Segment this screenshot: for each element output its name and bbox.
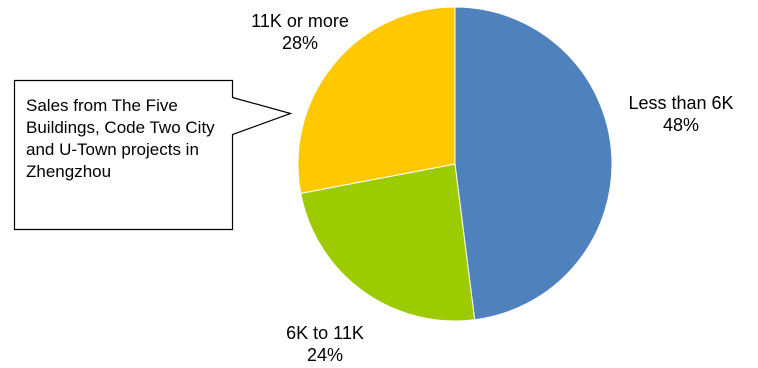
slice-label-less-than-6k: Less than 6K 48% bbox=[606, 92, 756, 136]
pie-slice-11k-or-more bbox=[297, 6, 456, 195]
slice-label-value: 48% bbox=[662, 115, 700, 135]
slice-label-6k-to-11k: 6K to 11K 24% bbox=[250, 322, 400, 366]
slice-label-value: 28% bbox=[281, 33, 319, 53]
slice-label-name: 11K or more bbox=[251, 11, 349, 31]
slice-label-name: 6K to 11K bbox=[286, 323, 364, 343]
pie-slice-6k-to-11k bbox=[300, 163, 476, 322]
slice-label-name: Less than 6K bbox=[628, 93, 734, 113]
annotation-callout-text: Sales from The Five Buildings, Code Two … bbox=[26, 96, 215, 181]
slice-label-value: 24% bbox=[306, 345, 344, 365]
pie-slice-less-than-6k bbox=[454, 6, 613, 321]
slice-label-11k-or-more: 11K or more 28% bbox=[225, 10, 375, 54]
